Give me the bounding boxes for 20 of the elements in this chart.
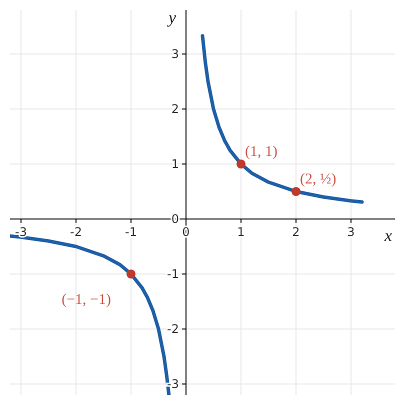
x-tick-label: -3 [15,225,27,239]
line-series [200,34,364,204]
y-axis-title: y [166,8,176,27]
y-tick-label: -2 [167,322,179,336]
point [126,269,136,279]
x-tick-label: 1 [237,225,245,239]
y-tick-label: 3 [171,47,179,61]
y-tick-label: 1 [171,157,179,171]
point [291,186,301,196]
annotation: (2, ½) [300,172,336,188]
x-tick-label: 2 [292,225,300,239]
x-tick-label: -2 [70,225,82,239]
x-tick-label: 3 [347,225,355,239]
x-tick-label: -1 [125,225,137,239]
x-axis-title: x [383,226,392,245]
point [236,159,246,169]
annotation: (−1, −1) [62,292,111,308]
annotation: (1, 1) [245,144,278,160]
y-tick-label: -1 [167,267,179,281]
y-tick-label: 2 [171,102,179,116]
